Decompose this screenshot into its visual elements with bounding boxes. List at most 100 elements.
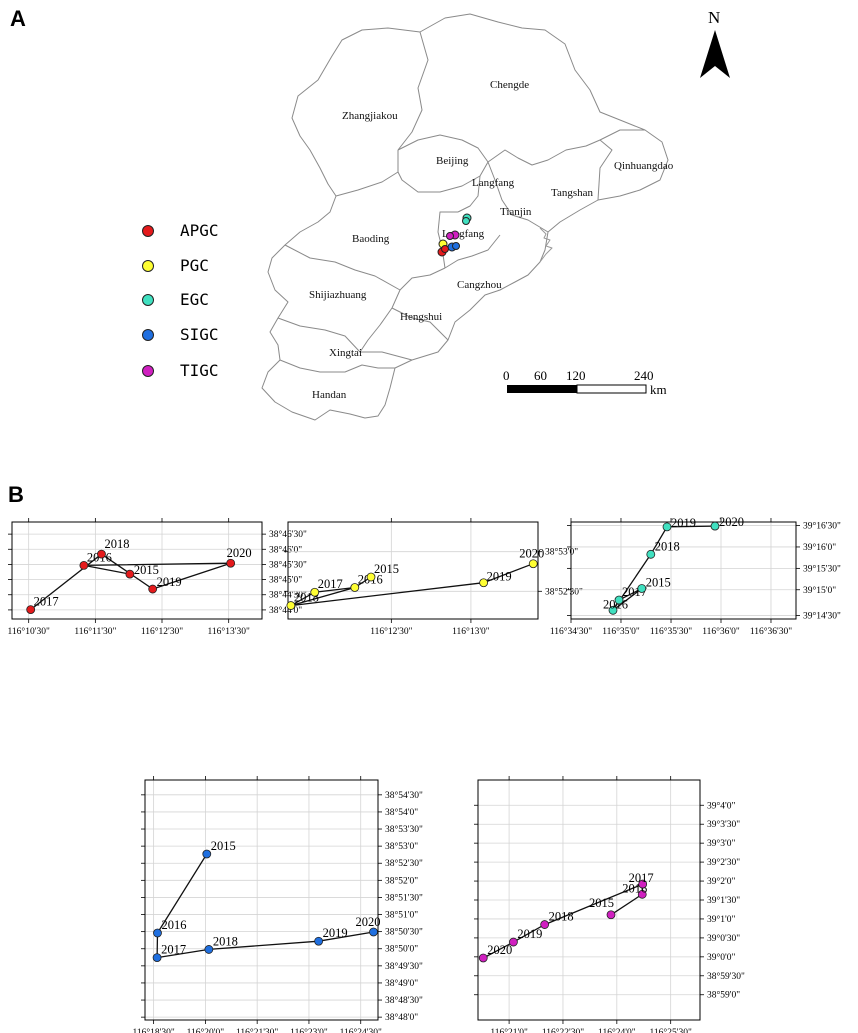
sigc-xtick-label-4: 116°24'30": [340, 1027, 382, 1033]
egc-point-2019: [662, 522, 672, 532]
legend-item-apgc: APGC: [142, 221, 219, 240]
tigc-trajectory-line: [482, 883, 644, 959]
tigc-ytick-label-5: 39°1'30": [707, 895, 740, 906]
scale-tick-120: 120: [566, 368, 586, 383]
region-label-langfang-north: Langfang: [472, 177, 515, 189]
scale-tick-240: 240: [634, 368, 654, 383]
sigc-point-2015: [202, 849, 212, 859]
egc-xtick-label-0: 116°34'30": [550, 626, 592, 637]
tigc-ytick-label-7: 39°2'30": [707, 857, 740, 868]
sigc-point-2018: [204, 945, 214, 954]
region-label-xingtai: Xingtai: [329, 347, 362, 359]
tigc-ytick-label-6: 39°2'0": [707, 876, 736, 887]
sigc-ytick-label-11: 38°53'30": [385, 824, 423, 835]
panel-label-a: A: [10, 6, 26, 31]
apgc-frame: [11, 521, 263, 620]
border-shijiazhuang-hengshui: [359, 307, 393, 353]
sigc-ytick-label-5: 38°50'30": [385, 927, 423, 938]
apgc-xtick-label-1: 116°11'30": [74, 626, 116, 637]
region-label-shijiazhuang: Shijiazhuang: [309, 289, 367, 301]
sigc-point-label-2015: 2015: [211, 839, 236, 853]
egc-point-label-2020: 2020: [719, 515, 744, 529]
tigc-xtick-label-1: 116°22'30": [542, 1027, 584, 1033]
legend-item-sigc: SIGC: [142, 325, 219, 344]
sigc-point-label-2017: 2017: [161, 943, 186, 957]
egc-point-label-2018: 2018: [655, 539, 680, 553]
tigc-ytick-label-3: 39°0'30": [707, 933, 740, 944]
tigc-xtick-label-2: 116°24'0": [598, 1027, 636, 1033]
egc-point-label-2015: 2015: [646, 575, 671, 589]
pgc-xtick-label-0: 116°12'30": [370, 626, 412, 637]
legend-item-tigc: TIGC: [142, 361, 219, 380]
border-tianjin: [487, 161, 549, 233]
tigc-point-2019: [509, 937, 518, 947]
panel-label-b: B: [8, 482, 24, 507]
region-label-qinhuangdao: Qinhuangdao: [614, 160, 674, 172]
sigc-xtick-label-0: 116°18'30": [132, 1027, 174, 1033]
sigc-xtick-label-3: 116°23'0": [290, 1027, 328, 1033]
tigc-point-2016: [637, 889, 647, 899]
legend-item-egc: EGC: [142, 290, 209, 309]
border-langfang-north: [457, 175, 481, 213]
sigc-ytick-label-4: 38°50'0": [385, 944, 418, 955]
legend-dot-tigc: [142, 364, 154, 377]
scale-bar-white: [576, 384, 647, 394]
tigc-ytick-label-1: 38°59'30": [707, 971, 745, 982]
region-label-handan: Handan: [312, 389, 347, 401]
tigc-xtick-label-0: 116°21'0": [490, 1027, 528, 1033]
egc-point-2015: [637, 584, 647, 593]
apgc-ytick-label-0: 38°44'0": [269, 605, 302, 616]
apgc-xtick-label-2: 116°12'30": [141, 626, 183, 637]
north-arrow-icon: [700, 30, 730, 78]
border-handan: [279, 359, 395, 373]
border-zhangjiakou-baoding: [335, 150, 399, 197]
egc-ytick-label-3: 39°16'0": [803, 542, 836, 553]
pgc-ytick-label-1: 38°53'0": [545, 547, 578, 558]
border-tianjin-cangzhou: [444, 234, 501, 269]
egc-ytick-label-1: 39°15'0": [803, 585, 836, 596]
region-label-beijing: Beijing: [436, 155, 469, 167]
pgc-point-2017: [310, 587, 320, 597]
pgc-trajectory-line: [290, 563, 534, 607]
sigc-point-label-2019: 2019: [323, 926, 348, 940]
legend-label-egc: EGC: [180, 290, 209, 309]
legend-label-apgc: APGC: [180, 221, 219, 240]
scale-tick-60: 60: [534, 368, 547, 383]
legend-item-pgc: PGC: [142, 256, 209, 275]
province-map: Chengde Zhangjiakou Beijing Langfang Qin…: [261, 8, 730, 421]
pgc-point-label-2019: 2019: [487, 570, 512, 584]
apgc-point-2020: [226, 558, 236, 568]
border-hengshui-cangzhou: [391, 307, 449, 341]
border-xingtai: [277, 317, 413, 361]
egc-point-2018: [646, 549, 656, 559]
sigc-ytick-label-0: 38°48'0": [385, 1012, 418, 1023]
sigc-point-2016: [153, 928, 162, 938]
map-marker-tigc-2: [446, 232, 454, 240]
map-marker-sigc-2: [452, 242, 460, 250]
border-beijing: [397, 134, 489, 193]
legend-dot-sigc: [142, 328, 154, 341]
tigc-ytick-label-0: 38°59'0": [707, 990, 740, 1001]
map-marker-apgc-2: [441, 245, 449, 253]
sigc-xtick-label-1: 116°20'0": [187, 1027, 225, 1033]
sigc-point-2020: [369, 927, 378, 937]
legend-dot-egc: [142, 293, 154, 306]
sigc-point-label-2016: 2016: [161, 918, 186, 932]
egc-frame: [570, 521, 797, 620]
legend-dot-apgc: [142, 224, 154, 237]
north-label: N: [708, 8, 720, 27]
sigc-frame: [144, 779, 379, 1021]
sigc-ytick-label-7: 38°51'30": [385, 892, 423, 903]
apgc-xtick-label-0: 116°10'30": [8, 626, 50, 637]
scale-bar: 0 60 120 240 km: [503, 368, 667, 397]
region-label-chengde: Chengde: [490, 79, 529, 91]
legend-label-sigc: SIGC: [180, 325, 219, 344]
apgc-point-2018: [97, 549, 106, 559]
sigc-trajectory-line: [156, 853, 374, 959]
sigc-point-label-2020: 2020: [356, 915, 381, 929]
sigc-point-label-2018: 2018: [213, 934, 238, 948]
pgc-point-label-2015: 2015: [374, 562, 399, 576]
tigc-ytick-label-10: 39°4'0": [707, 800, 736, 811]
pgc-point-2015: [366, 572, 376, 582]
